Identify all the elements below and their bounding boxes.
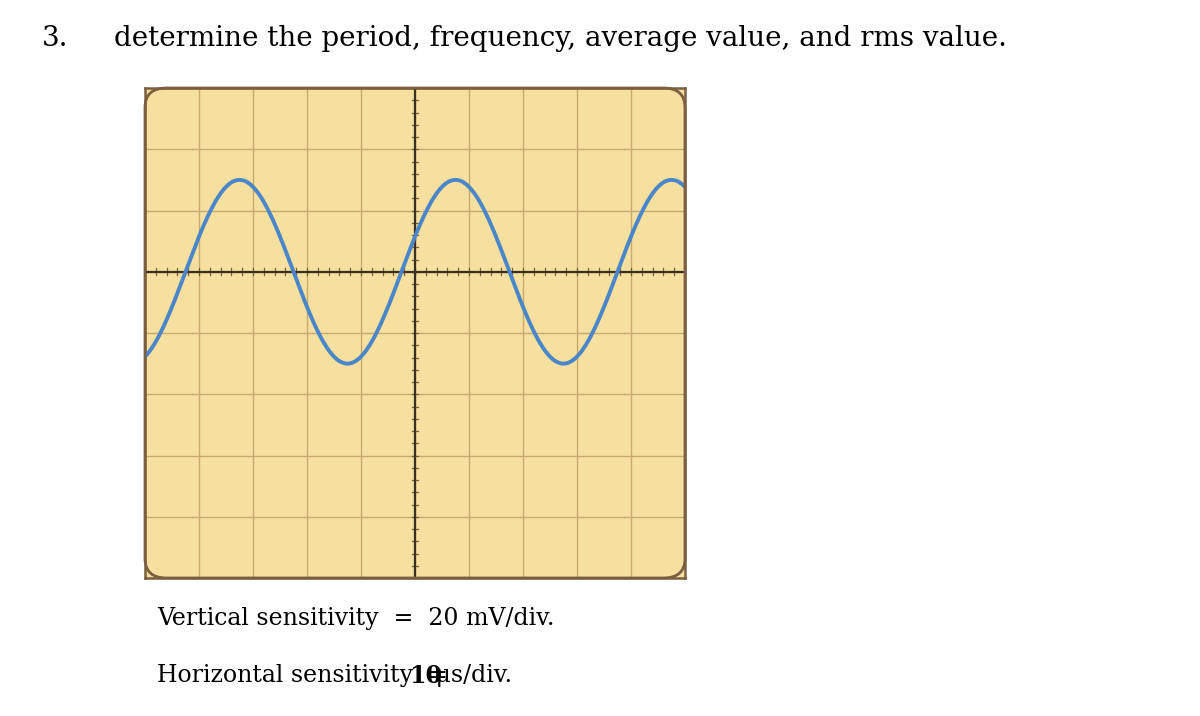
Text: 3.: 3. <box>42 25 68 52</box>
Text: 10: 10 <box>409 664 443 688</box>
Text: Horizontal sensitivity  =: Horizontal sensitivity = <box>157 664 463 687</box>
Text: Vertical sensitivity  =  20 mV/div.: Vertical sensitivity = 20 mV/div. <box>157 606 554 629</box>
Text: determine the period, frequency, average value, and rms value.: determine the period, frequency, average… <box>114 25 1007 52</box>
Text: μs/div.: μs/div. <box>428 664 512 687</box>
